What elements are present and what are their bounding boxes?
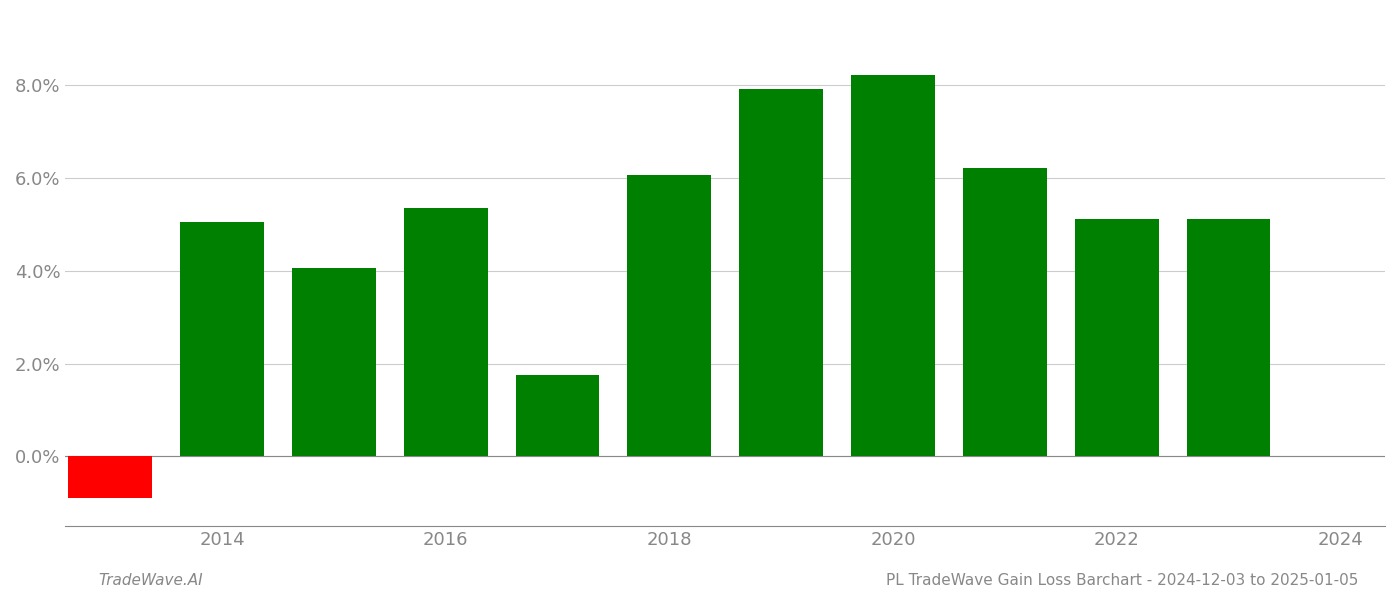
Text: PL TradeWave Gain Loss Barchart - 2024-12-03 to 2025-01-05: PL TradeWave Gain Loss Barchart - 2024-1… (886, 573, 1358, 588)
Bar (851, 76, 935, 457)
Bar (1187, 220, 1270, 457)
Bar (739, 89, 823, 457)
Text: TradeWave.AI: TradeWave.AI (98, 573, 203, 588)
Bar (69, 457, 153, 498)
Bar (515, 375, 599, 457)
Bar (293, 268, 375, 457)
Bar (181, 222, 265, 457)
Bar (627, 175, 711, 457)
Bar (963, 169, 1047, 457)
Bar (1075, 220, 1159, 457)
Bar (403, 208, 487, 457)
